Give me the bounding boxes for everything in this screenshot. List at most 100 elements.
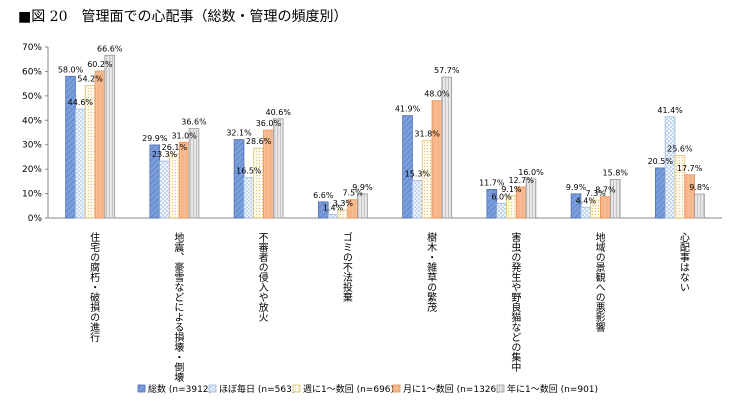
legend-swatch [208,384,217,393]
data-label: 12.7% [508,176,534,185]
data-label: 9.1% [501,185,522,194]
bar [402,115,413,219]
bar [580,206,592,219]
category-label: 地域の景観への悪影響 [593,231,605,333]
bar [317,201,329,219]
data-label: 17.7% [677,164,703,173]
data-label: 58.0% [58,65,84,74]
bar [357,193,368,219]
bar [75,108,86,219]
bar [272,118,284,219]
bar-layer [65,54,705,219]
legend-swatch [137,384,146,393]
data-label: 16.5% [236,167,262,176]
data-label: 28.6% [246,137,272,146]
data-label: 11.7% [479,178,505,187]
y-tick-label: 10% [22,190,42,200]
legend: 総数 (n=3912) ほぼ毎日 (n=563) 週に1～数回 (n=696) 月に1… [137,383,598,395]
bar [441,76,453,219]
bar [243,177,255,219]
bar [412,180,423,219]
bar [664,116,676,219]
category-label: 住宅の腐朽・破損の進行 [88,231,100,343]
category-layer: 住宅の腐朽・破損の進行 地震、豪雪などによる損壊・倒壊 不審者の侵入や放火 ゴミの不法… [88,231,690,383]
data-label: 26.1% [162,143,188,152]
bar [159,160,170,219]
bar [188,128,200,219]
bar [104,54,116,219]
data-label: 36.6% [181,118,207,127]
data-label: 8.7% [595,186,616,195]
y-tick-label: 30% [22,141,42,151]
data-label: 25.6% [667,144,693,153]
bar [178,141,190,219]
legend-swatch [496,384,505,393]
category-label: ゴミの不法投棄 [340,231,352,303]
y-tick-label: 40% [22,116,42,126]
bar [570,193,582,219]
data-label: 23.3% [152,150,178,159]
data-label: 31.0% [171,131,197,140]
data-label: 7.3% [585,189,606,198]
data-label: 54.2% [77,75,103,84]
data-label: 1.4% [323,204,344,213]
data-label: 6.0% [491,192,512,201]
legend-swatch [292,384,301,393]
data-label: 20.5% [648,157,674,166]
data-label: 31.8% [414,129,440,138]
data-label: 41.4% [657,106,683,115]
legend-label: 総数 (n=3912) [148,383,212,395]
bar [600,196,611,219]
data-label: 41.9% [395,105,421,114]
legend-label: 月に1～数回 (n=1326) [403,383,500,395]
data-label: 9.9% [352,183,373,192]
bar [233,139,245,219]
bar [654,167,666,219]
bar [694,193,705,219]
label-layer: 58.0% 44.6% 54.2% 60.2% 66.6% 29.9% 23.3%26.1%… [58,44,710,212]
bar [684,174,695,219]
legend-label: 年に1～数回 (n=901) [507,383,598,395]
data-label: 29.9% [142,134,168,143]
data-label: 66.6% [97,44,123,53]
y-tick-label: 50% [22,92,42,102]
bar [421,139,433,219]
data-label: 32.1% [226,129,252,138]
bar [525,178,537,219]
data-label: 44.6% [68,98,94,107]
bar [94,70,106,219]
legend-label: ほぼ毎日 (n=563) [219,383,295,395]
chart-title: ■図 20 管理面での心配事（総数・管理の頻度別） [18,9,348,25]
data-label: 3.3% [333,199,354,208]
bar [431,100,443,219]
category-label: 地震、豪雪などによる損壊・倒壊 [172,231,184,383]
y-tick-label: 70% [22,43,42,53]
bar [496,202,507,219]
legend-swatch [392,384,401,393]
data-label: 48.0% [424,90,450,99]
data-label: 57.7% [434,66,460,75]
bar [327,214,339,219]
category-label: 不審者の侵入や放火 [256,232,268,322]
data-label: 6.6% [313,191,334,200]
data-label: 9.8% [689,183,710,192]
bar [253,147,264,219]
data-label: 36.0% [256,119,282,128]
data-label: 7.5% [343,189,364,198]
data-label: 4.4% [576,196,597,205]
data-label: 15.8% [603,168,629,177]
data-label: 15.3% [405,170,431,179]
category-label: 害虫の発生や野良猫などの集中 [509,231,521,373]
data-label: 60.2% [87,60,113,69]
bar [609,179,621,219]
y-tick-label: 20% [22,165,42,175]
y-tick-label: 0% [28,214,43,224]
legend-label: 週に1～数回 (n=696) [303,383,394,395]
category-label: 心配事はない [677,232,689,292]
data-label: 16.0% [518,168,544,177]
bar [169,153,180,219]
category-label: 樹木・雑草の繁茂 [425,231,437,313]
data-label: 9.9% [566,183,587,192]
y-tick-label: 60% [22,67,42,77]
